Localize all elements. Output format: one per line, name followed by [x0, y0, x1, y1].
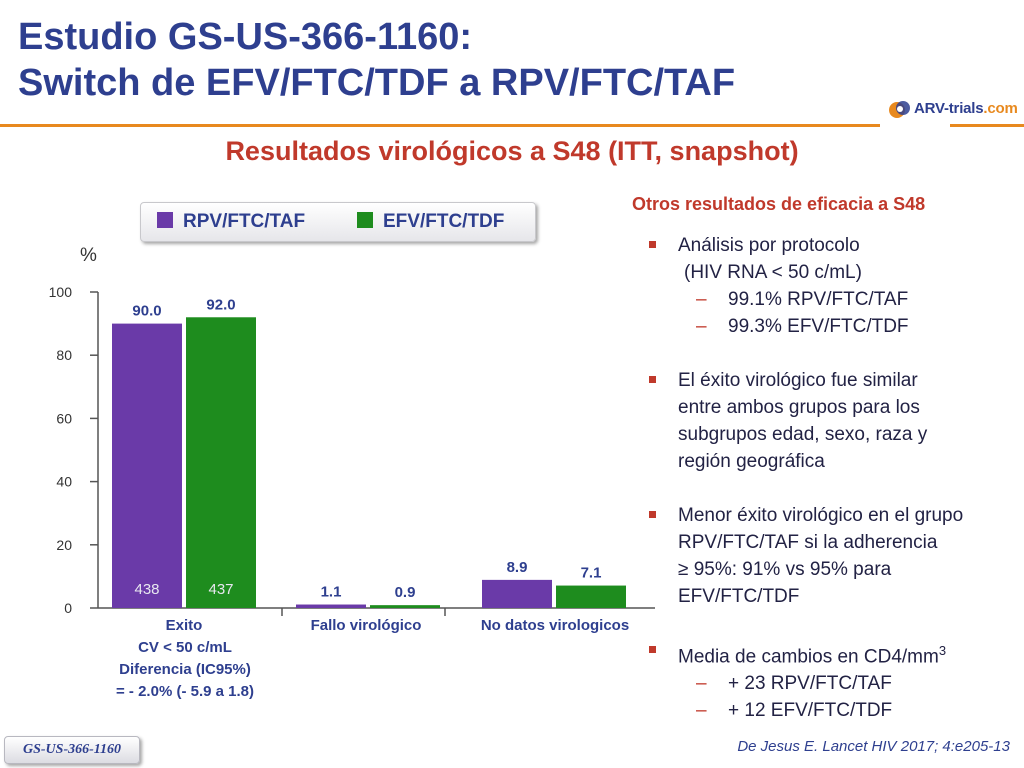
sub-bullet: –99.1% RPV/FTC/TAF	[678, 286, 1022, 313]
bullet-marker-icon	[649, 376, 656, 383]
bullet-text: EFV/FTC/TDF	[678, 586, 800, 607]
sub-bullet-text: + 12 EFV/FTC/TDF	[728, 700, 893, 722]
bar-efv-2	[556, 585, 626, 608]
category-label-exito: Exito	[165, 617, 203, 634]
bar-rpv-2	[482, 579, 552, 608]
legend-swatch-efv	[357, 212, 373, 228]
bullet-text: (HIV RNA < 50 c/mL)	[684, 262, 862, 283]
y-tick-label: 20	[56, 537, 72, 553]
bar-efv-0	[186, 317, 256, 608]
slide-title-line1: Estudio GS-US-366-1160:	[18, 16, 473, 58]
sub-bullet: – + 23 RPV/FTC/TAF	[678, 670, 1022, 697]
citation: De Jesus E. Lancet HIV 2017; 4:e205-13	[737, 738, 1010, 755]
bullet-cd4-change: Media de cambios en CD4/mm3 – + 23 RPV/FT…	[648, 637, 1022, 724]
bullet-marker-icon	[649, 241, 656, 248]
legend-label-efv: EFV/FTC/TDF	[383, 211, 505, 232]
chart-subtitle: Resultados virológicos a S48 (ITT, snaps…	[225, 136, 799, 166]
logo-text-domain: .com	[983, 100, 1018, 117]
bar-value-label: 0.9	[395, 584, 416, 601]
dash-icon: –	[696, 673, 707, 695]
bar-n-label: 438	[134, 581, 159, 598]
bar-value-label: 8.9	[507, 559, 528, 576]
dash-icon: –	[696, 289, 707, 310]
header-rule	[0, 124, 880, 127]
category-note-ic95: = - 2.0% (- 5.9 a 1.8)	[116, 683, 254, 700]
dash-icon: –	[696, 316, 707, 337]
bullet-protocol-analysis: Análisis por protocolo (HIV RNA < 50 c/m…	[648, 232, 1022, 340]
y-tick-label: 40	[56, 474, 72, 490]
y-tick-label: 80	[56, 347, 72, 363]
sub-bullet-text: + 23 RPV/FTC/TAF	[728, 673, 892, 695]
bar-value-label: 1.1	[321, 584, 342, 601]
category-note-cv: CV < 50 c/mL	[138, 639, 232, 656]
efficacy-bullets: Análisis por protocolo (HIV RNA < 50 c/m…	[648, 232, 1022, 751]
y-axis-label: %	[80, 245, 97, 266]
bullet-text: Menor éxito virológico en el grupo	[678, 505, 964, 526]
slide-title-line2: Switch de EFV/FTC/TDF a RPV/FTC/TAF	[18, 62, 736, 104]
cd4-superscript: 3	[938, 643, 947, 658]
slide-title: Estudio GS-US-366-1160: Switch de EFV/FT…	[18, 14, 735, 106]
bar-rpv-1	[296, 604, 366, 608]
category-label-fallo: Fallo virológico	[310, 617, 422, 634]
bullet-text: subgrupos edad, sexo, raza y	[678, 424, 928, 445]
bar-efv-1	[370, 605, 440, 608]
right-panel-title: Otros resultados de eficacia a S48	[632, 194, 926, 214]
bullet-subgroups: El éxito virológico fue similar entre am…	[648, 367, 1022, 475]
chart-legend: RPV/FTC/TAF EFV/FTC/TDF	[140, 202, 536, 242]
bar-value-label: 7.1	[581, 565, 602, 582]
y-tick-label: 0	[64, 600, 72, 616]
cd4-label: Media de cambios en CD4/mm	[678, 646, 939, 668]
study-tag: GS-US-366-1160	[4, 736, 140, 764]
legend-item-efv: EFV/FTC/TDF	[357, 211, 504, 233]
arv-trials-logo: ARV-trials.com	[888, 96, 1024, 122]
legend-item-rpv: RPV/FTC/TAF	[157, 211, 305, 233]
logo-mark-icon	[889, 101, 910, 118]
logo-text-main: ARV-trials	[914, 100, 984, 117]
legend-swatch-rpv	[157, 212, 173, 228]
bar-value-label: 90.0	[132, 303, 161, 320]
y-tick-label: 60	[56, 410, 72, 426]
bullet-text: región geográfica	[678, 451, 825, 472]
category-label-no-datos: No datos virologicos	[480, 617, 630, 634]
category-note-diferencia: Diferencia (IC95%)	[119, 661, 251, 678]
bullet-text: El éxito virológico fue similar	[678, 370, 918, 391]
bullet-text: Análisis por protocolo	[678, 235, 860, 256]
bullet-marker-icon	[649, 646, 656, 653]
bar-n-label: 437	[208, 581, 233, 598]
bar-chart: 0 20 40 60 80 100% 90.0 1.1 8.9 92.0 0.9 7.1 438 437	[49, 245, 655, 616]
bullet-text: ≥ 95%: 91% vs 95% para	[678, 559, 892, 580]
bar-value-label: 92.0	[206, 296, 235, 313]
y-tick-label: 100	[49, 284, 73, 300]
sub-bullet-text: 99.1% RPV/FTC/TAF	[728, 289, 909, 310]
sub-bullet: – + 12 EFV/FTC/TDF	[678, 697, 1022, 724]
dash-icon: –	[696, 700, 707, 722]
bullet-text: entre ambos grupos para los	[678, 397, 920, 418]
sub-bullet-text: 99.3% EFV/FTC/TDF	[728, 316, 909, 337]
bullet-marker-icon	[649, 511, 656, 518]
bar-rpv-0	[112, 323, 182, 608]
bullet-adherence: Menor éxito virológico en el grupo RPV/F…	[648, 502, 1022, 610]
bullet-text: Media de cambios en CD4/mm3	[678, 637, 1022, 670]
sub-bullet: –99.3% EFV/FTC/TDF	[678, 313, 1022, 340]
bullet-text: RPV/FTC/TAF si la adherencia	[678, 532, 938, 553]
header-rule-right	[950, 124, 1024, 127]
legend-label-rpv: RPV/FTC/TAF	[183, 211, 306, 232]
